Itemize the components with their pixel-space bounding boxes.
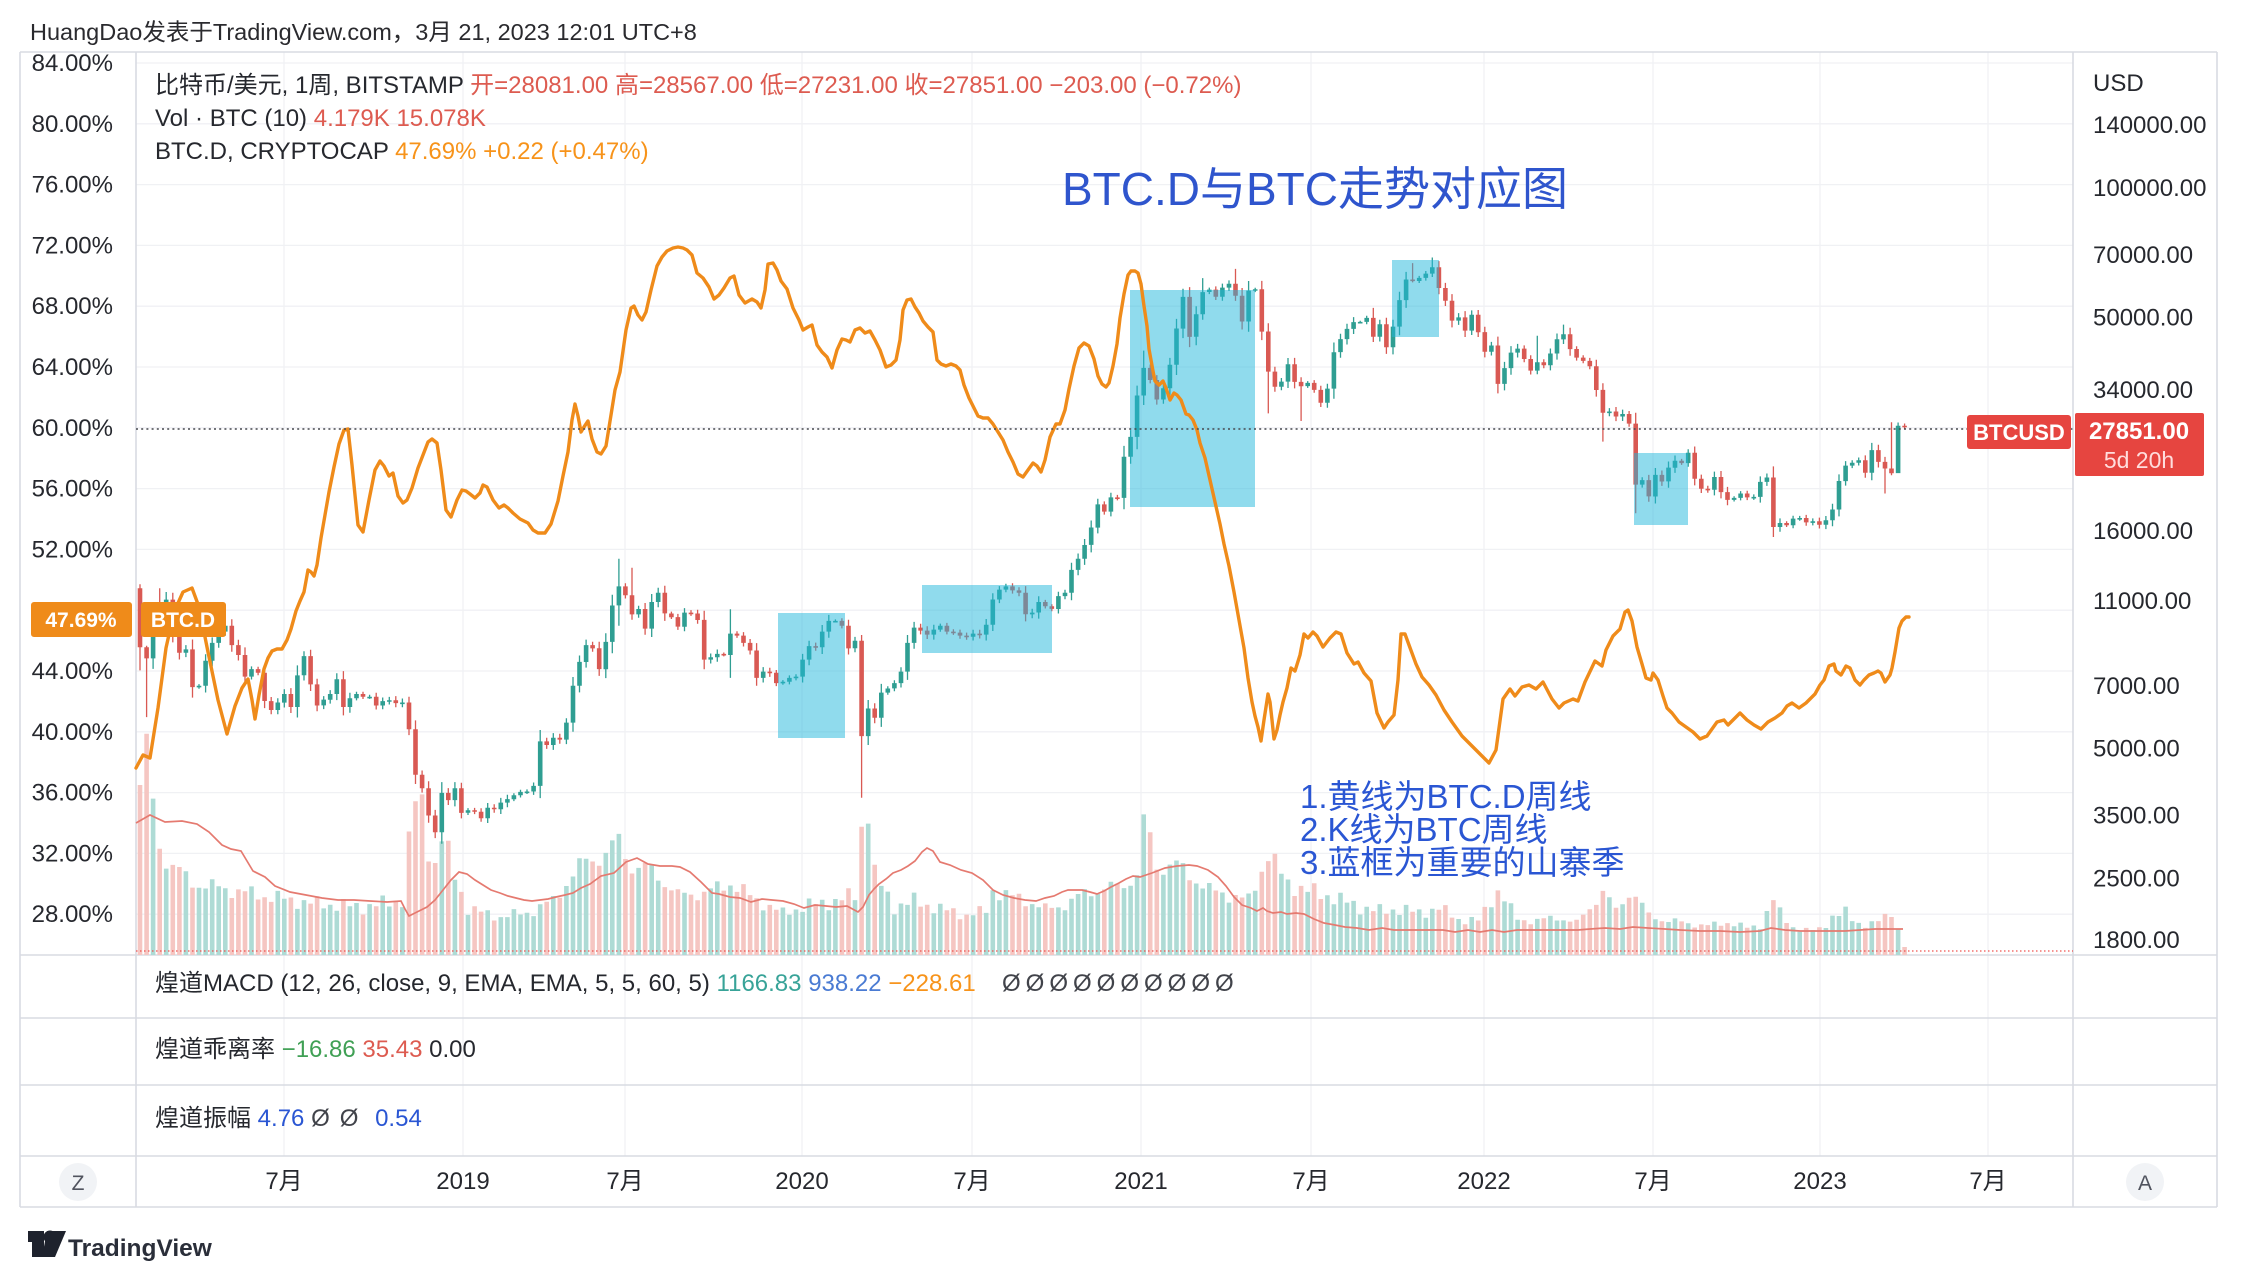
svg-text:BTC.D与BTC走势对应图: BTC.D与BTC走势对应图 xyxy=(1062,163,1568,215)
svg-text:52.00%: 52.00% xyxy=(32,536,113,563)
svg-text:3500.00: 3500.00 xyxy=(2093,803,2180,830)
svg-text:A: A xyxy=(2138,1172,2152,1195)
svg-text:56.00%: 56.00% xyxy=(32,476,113,503)
svg-text:USD: USD xyxy=(2093,70,2144,97)
svg-text:BTCUSD: BTCUSD xyxy=(1973,420,2065,445)
svg-text:Z: Z xyxy=(72,1172,85,1195)
svg-text:2.K线为BTC周线: 2.K线为BTC周线 xyxy=(1300,811,1548,848)
svg-text:1800.00: 1800.00 xyxy=(2093,927,2180,954)
svg-text:2023: 2023 xyxy=(1793,1168,1846,1195)
svg-text:50000.00: 50000.00 xyxy=(2093,305,2193,332)
svg-text:28.00%: 28.00% xyxy=(32,901,113,928)
svg-text:2021: 2021 xyxy=(1114,1168,1167,1195)
svg-text:BTC.D, CRYPTOCAP 47.69% +0.22: BTC.D, CRYPTOCAP 47.69% +0.22 (+0.47%) xyxy=(155,138,649,165)
svg-text:40.00%: 40.00% xyxy=(32,719,113,746)
svg-text:70000.00: 70000.00 xyxy=(2093,242,2193,269)
svg-text:36.00%: 36.00% xyxy=(32,780,113,807)
svg-text:1.黄线为BTC.D周线: 1.黄线为BTC.D周线 xyxy=(1300,778,1592,815)
svg-text:34000.00: 34000.00 xyxy=(2093,377,2193,404)
svg-text:140000.00: 140000.00 xyxy=(2093,112,2206,139)
svg-text:煌道MACD (12, 26, close, 9, EMA,: 煌道MACD (12, 26, close, 9, EMA, EMA, 5, 5… xyxy=(155,970,976,997)
svg-text:煌道乖离率 −16.86 35.43 0.00: 煌道乖离率 −16.86 35.43 0.00 xyxy=(155,1036,476,1063)
svg-text:64.00%: 64.00% xyxy=(32,354,113,381)
svg-text:44.00%: 44.00% xyxy=(32,658,113,685)
svg-text:2022: 2022 xyxy=(1457,1168,1510,1195)
svg-text:HuangDao发表于TradingView.com，3月: HuangDao发表于TradingView.com，3月 21, 2023 1… xyxy=(30,19,697,45)
svg-text:7月: 7月 xyxy=(1292,1168,1329,1195)
svg-text:2019: 2019 xyxy=(436,1168,489,1195)
svg-text:68.00%: 68.00% xyxy=(32,293,113,320)
svg-text:2020: 2020 xyxy=(775,1168,828,1195)
svg-text:2500.00: 2500.00 xyxy=(2093,865,2180,892)
svg-text:100000.00: 100000.00 xyxy=(2093,175,2206,202)
svg-text:ØØØØØØØØØØ: ØØØØØØØØØØ xyxy=(1002,970,1239,997)
svg-text:32.00%: 32.00% xyxy=(32,840,113,867)
svg-text:27851.00: 27851.00 xyxy=(2089,418,2189,445)
svg-text:16000.00: 16000.00 xyxy=(2093,518,2193,545)
svg-text:47.69%: 47.69% xyxy=(45,609,117,632)
svg-text:7月: 7月 xyxy=(1969,1168,2006,1195)
svg-text:7月: 7月 xyxy=(1634,1168,1671,1195)
svg-text:5000.00: 5000.00 xyxy=(2093,736,2180,763)
svg-text:72.00%: 72.00% xyxy=(32,232,113,259)
svg-text:Vol · BTC (10) 4.179K 15.078K: Vol · BTC (10) 4.179K 15.078K xyxy=(155,105,486,132)
svg-text:5d 20h: 5d 20h xyxy=(2104,447,2174,473)
svg-text:84.00%: 84.00% xyxy=(32,50,113,77)
svg-text:BTC.D: BTC.D xyxy=(151,609,215,632)
svg-text:煌道振幅 4.76 ØØ 0.54: 煌道振幅 4.76 ØØ 0.54 xyxy=(155,1105,422,1132)
svg-text:80.00%: 80.00% xyxy=(32,111,113,138)
svg-text:11000.00: 11000.00 xyxy=(2093,588,2191,615)
svg-text:7月: 7月 xyxy=(265,1168,302,1195)
svg-text:60.00%: 60.00% xyxy=(32,415,113,442)
svg-text:76.00%: 76.00% xyxy=(32,172,113,199)
svg-text:7月: 7月 xyxy=(953,1168,990,1195)
svg-text:TradingView: TradingView xyxy=(68,1235,213,1262)
svg-text:比特币/美元, 1周, BITSTAMP 开=28081.0: 比特币/美元, 1周, BITSTAMP 开=28081.00 高=28567.… xyxy=(155,72,1241,99)
svg-text:7000.00: 7000.00 xyxy=(2093,673,2180,700)
svg-text:7月: 7月 xyxy=(606,1168,643,1195)
svg-text:3.蓝框为重要的山寨季: 3.蓝框为重要的山寨季 xyxy=(1300,844,1625,881)
